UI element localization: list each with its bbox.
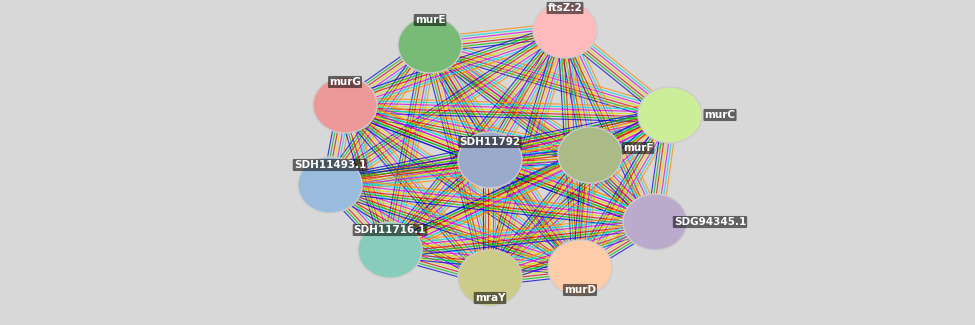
Text: SDH11493.1: SDH11493.1 [293,160,367,170]
Ellipse shape [458,250,522,306]
Text: murG: murG [330,77,361,87]
Ellipse shape [458,132,522,188]
Ellipse shape [358,222,422,278]
Text: murE: murE [414,15,446,25]
Ellipse shape [313,77,377,133]
Ellipse shape [638,87,702,143]
Text: mraY: mraY [475,293,505,303]
Ellipse shape [623,194,687,250]
Text: ftsZ:2: ftsZ:2 [548,3,582,13]
Ellipse shape [533,2,597,58]
Text: SDG94345.1: SDG94345.1 [674,217,746,227]
Text: murF: murF [623,143,653,153]
Ellipse shape [398,17,462,73]
Text: SDH11792: SDH11792 [459,137,521,147]
Text: murC: murC [705,110,735,120]
Text: murD: murD [564,285,596,295]
Ellipse shape [298,157,362,213]
Text: SDH11716.1: SDH11716.1 [354,225,426,235]
Ellipse shape [558,127,622,183]
Ellipse shape [548,240,612,296]
